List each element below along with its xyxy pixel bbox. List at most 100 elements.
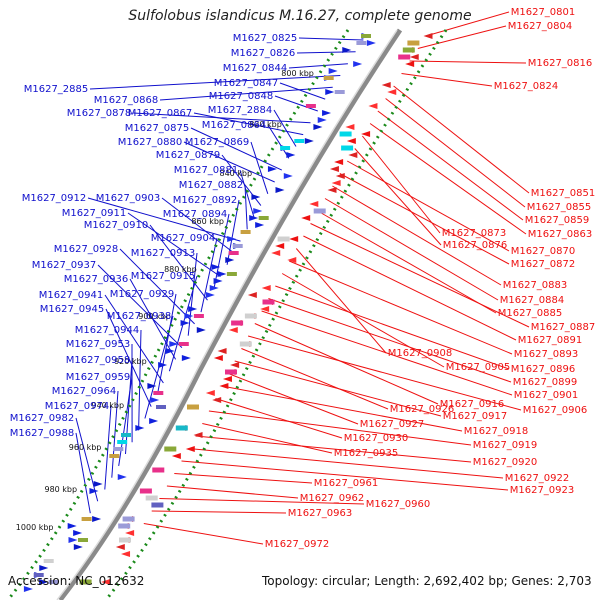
gene-label-right[interactable]: M1627_0873: [442, 228, 507, 239]
callout-line: [234, 360, 442, 417]
gene-label-right[interactable]: M1627_0927: [360, 419, 425, 430]
gene-label-left[interactable]: M1627_0982: [10, 413, 75, 424]
gene-label-left[interactable]: M1627_0912: [22, 193, 87, 204]
gene-label-right[interactable]: M1627_0855: [527, 202, 592, 213]
gene-label-left[interactable]: M1627_0879: [156, 150, 221, 161]
gene-box: [193, 314, 204, 318]
callout-line: [195, 435, 472, 463]
gene-label-right[interactable]: M1627_0906: [523, 405, 588, 416]
gene-label-left[interactable]: M1627_0848: [209, 91, 274, 102]
gene-label-right[interactable]: M1627_0816: [528, 58, 593, 69]
gene-label-left[interactable]: M1627_0944: [75, 325, 140, 336]
gene-label-left[interactable]: M1627_0878: [67, 108, 132, 119]
gene-label-right[interactable]: M1627_0919: [473, 440, 538, 451]
gene-label-right[interactable]: M1627_0908: [388, 348, 453, 359]
gene-label-right[interactable]: M1627_0918: [464, 426, 529, 437]
gene-label-left[interactable]: M1627_0953: [66, 339, 131, 350]
gene-label-left[interactable]: M1627_0911: [62, 208, 127, 219]
gene-label-left[interactable]: M1627_0882: [179, 180, 244, 191]
gene-label-right[interactable]: M1627_0962: [300, 493, 365, 504]
gene-label-left[interactable]: M1627_0929: [110, 289, 175, 300]
gene-label-right[interactable]: M1627_0923: [510, 485, 575, 496]
gene-label-right[interactable]: M1627_0884: [500, 295, 565, 306]
gene-label-right[interactable]: M1627_0901: [514, 390, 579, 401]
gene-label-right[interactable]: M1627_0930: [344, 433, 409, 444]
gene-label-left[interactable]: M1627_0868: [94, 95, 159, 106]
gene-label-right[interactable]: M1627_0885: [498, 308, 563, 319]
gene-label-left[interactable]: M1627_0869: [185, 137, 250, 148]
gene-label-left[interactable]: M1627_0938: [107, 311, 172, 322]
gene-label-left[interactable]: M1627_0928: [54, 244, 119, 255]
gene-label-right[interactable]: M1627_0963: [288, 508, 353, 519]
gene-label-right[interactable]: M1627_0872: [511, 259, 576, 270]
gene-label-left[interactable]: M1627_0958: [66, 355, 131, 366]
gene-label-right[interactable]: M1627_0916: [440, 399, 505, 410]
gene-label-right[interactable]: M1627_0870: [511, 246, 576, 257]
callout-line: [275, 285, 510, 370]
gene-label-right[interactable]: M1627_0893: [514, 349, 579, 360]
gene-label-right[interactable]: M1627_0935: [334, 448, 399, 459]
gene-arrow: [260, 306, 270, 312]
gene-label-right[interactable]: M1627_0824: [494, 81, 559, 92]
gene-label-left[interactable]: M1627_0864: [202, 120, 267, 131]
gene-label-left[interactable]: M1627_0964: [52, 386, 117, 397]
gene-label-right[interactable]: M1627_0801: [511, 7, 576, 18]
gene-label-right[interactable]: M1627_0960: [366, 499, 431, 510]
gene-label-right[interactable]: M1627_0905: [446, 362, 511, 373]
tick-label: 940 kbp: [91, 401, 124, 410]
gene-arrow: [230, 362, 240, 368]
gene-label-right[interactable]: M1627_0883: [503, 280, 568, 291]
gene-label-left[interactable]: M1627_0941: [39, 290, 104, 301]
gene-label-right[interactable]: M1627_0972: [265, 539, 330, 550]
gene-arrow: [322, 110, 332, 116]
gene-label-left[interactable]: M1627_0880: [118, 137, 183, 148]
gene-box: [239, 341, 252, 347]
callout-line: [228, 373, 359, 425]
callout-line: [215, 398, 343, 439]
gene-label-left[interactable]: M1627_0959: [66, 372, 131, 383]
gene-box: [232, 244, 243, 248]
callout-line: [105, 308, 152, 407]
gene-label-left[interactable]: M1627_0913: [131, 248, 196, 259]
gene-label-left[interactable]: M1627_0904: [151, 233, 216, 244]
gene-label-left[interactable]: M1627_0875: [125, 123, 190, 134]
gene-label-left[interactable]: M1627_0974: [45, 401, 110, 412]
gene-label-left[interactable]: M1627_0825: [233, 33, 298, 44]
gene-arrow: [313, 124, 323, 130]
gene-label-left[interactable]: M1627_0881: [174, 165, 239, 176]
gene-label-right[interactable]: M1627_0896: [511, 364, 576, 375]
gene-label-right[interactable]: M1627_0804: [508, 21, 573, 32]
gene-box: [152, 467, 165, 473]
gene-label-right[interactable]: M1627_0920: [473, 457, 538, 468]
gene-label-left[interactable]: M1627_0844: [223, 63, 288, 74]
gene-label-right[interactable]: M1627_0859: [525, 215, 590, 226]
genome-backbone-highlight: [56, 29, 398, 600]
gene-label-left[interactable]: M1627_0903: [96, 193, 161, 204]
gene-label-left[interactable]: M1627_0945: [40, 304, 105, 315]
gene-label-left[interactable]: M1627_2885: [24, 84, 89, 95]
gene-label-right[interactable]: M1627_0899: [513, 377, 578, 388]
gene-label-left[interactable]: M1627_0826: [231, 48, 296, 59]
gene-label-left[interactable]: M1627_0988: [10, 428, 75, 439]
gene-label-left[interactable]: M1627_0910: [84, 220, 149, 231]
gene-label-left[interactable]: M1627_0847: [214, 78, 279, 89]
gene-label-left[interactable]: M1627_0894: [163, 209, 228, 220]
gene-label-right[interactable]: M1627_0891: [518, 335, 583, 346]
gene-label-right[interactable]: M1627_0922: [505, 473, 570, 484]
gene-label-right[interactable]: M1627_0961: [314, 478, 379, 489]
gene-label-left[interactable]: M1627_0936: [64, 274, 129, 285]
gene-label-right[interactable]: M1627_0926: [390, 404, 455, 415]
gene-label-right[interactable]: M1627_0887: [531, 322, 596, 333]
gene-arrow: [317, 117, 327, 123]
gene-label-left[interactable]: M1627_2884: [208, 105, 273, 116]
callout-line: [317, 210, 497, 314]
gene-label-left[interactable]: M1627_0937: [32, 260, 97, 271]
gene-label-left[interactable]: M1627_0915: [131, 271, 196, 282]
gene-label-left[interactable]: M1627_0892: [173, 195, 238, 206]
gene-label-right[interactable]: M1627_0851: [531, 188, 596, 199]
gene-label-right[interactable]: M1627_0876: [443, 240, 508, 251]
gene-label-right[interactable]: M1627_0917: [443, 411, 508, 422]
gene-label-left[interactable]: M1627_0867: [128, 108, 193, 119]
gene-label-right[interactable]: M1627_0863: [528, 229, 593, 240]
